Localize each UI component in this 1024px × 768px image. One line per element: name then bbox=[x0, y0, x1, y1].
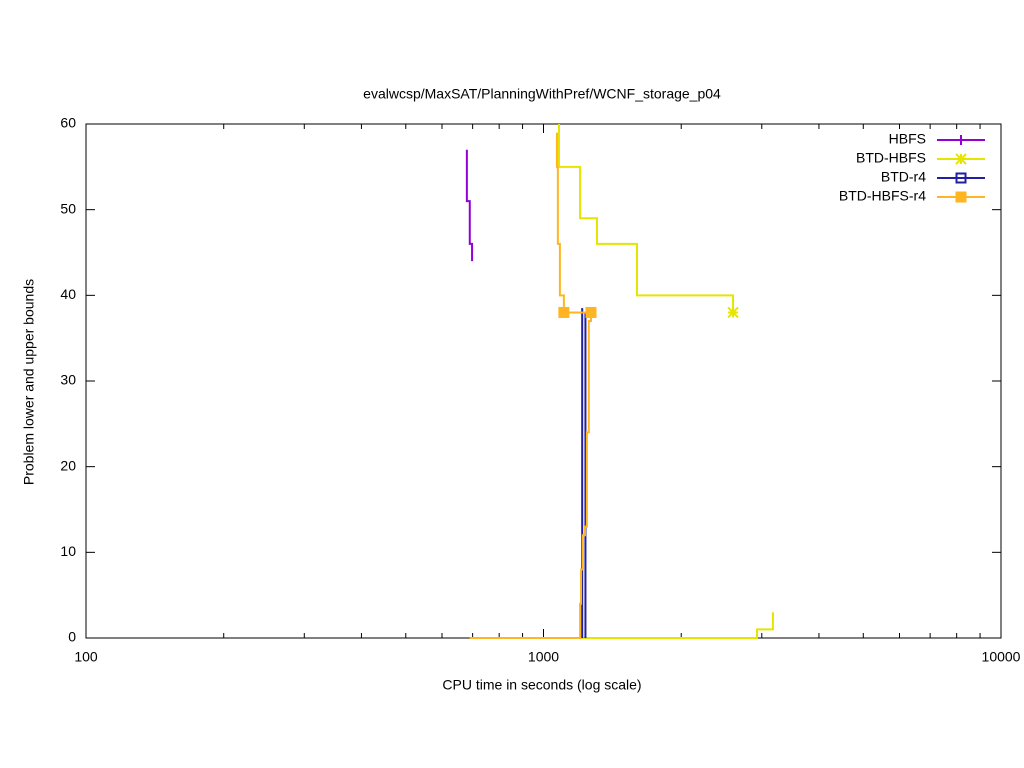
legend-marker bbox=[956, 135, 966, 145]
y-tick-label: 40 bbox=[60, 286, 76, 302]
legend-label: BTD-r4 bbox=[881, 169, 926, 185]
y-tick-label: 60 bbox=[60, 115, 76, 131]
series-line bbox=[469, 132, 592, 639]
y-tick-label: 20 bbox=[60, 457, 76, 473]
legend-marker bbox=[955, 172, 967, 184]
series-line bbox=[581, 308, 587, 638]
y-tick-label: 30 bbox=[60, 372, 76, 388]
y-tick-label: 0 bbox=[68, 629, 76, 645]
y-tick-label: 10 bbox=[60, 543, 76, 559]
marker bbox=[727, 306, 739, 319]
x-tick-label: 10000 bbox=[982, 649, 1021, 665]
y-tick-label: 50 bbox=[60, 200, 76, 216]
marker bbox=[585, 306, 597, 318]
series-line bbox=[465, 149, 474, 262]
chart-title: evalwcsp/MaxSAT/PlanningWithPref/WCNF_st… bbox=[363, 86, 721, 102]
series-line bbox=[469, 124, 774, 639]
legend-marker bbox=[955, 191, 967, 203]
x-axis-label: CPU time in seconds (log scale) bbox=[442, 677, 641, 693]
x-tick-label: 100 bbox=[74, 649, 98, 665]
y-axis-label: Problem lower and upper bounds bbox=[21, 279, 37, 485]
legend-label: HBFS bbox=[889, 131, 926, 147]
legend-marker bbox=[955, 153, 967, 165]
legend-label: BTD-HBFS bbox=[856, 150, 926, 166]
x-tick-label: 1000 bbox=[528, 649, 559, 665]
marker bbox=[558, 306, 570, 318]
legend-label: BTD-HBFS-r4 bbox=[839, 188, 926, 204]
